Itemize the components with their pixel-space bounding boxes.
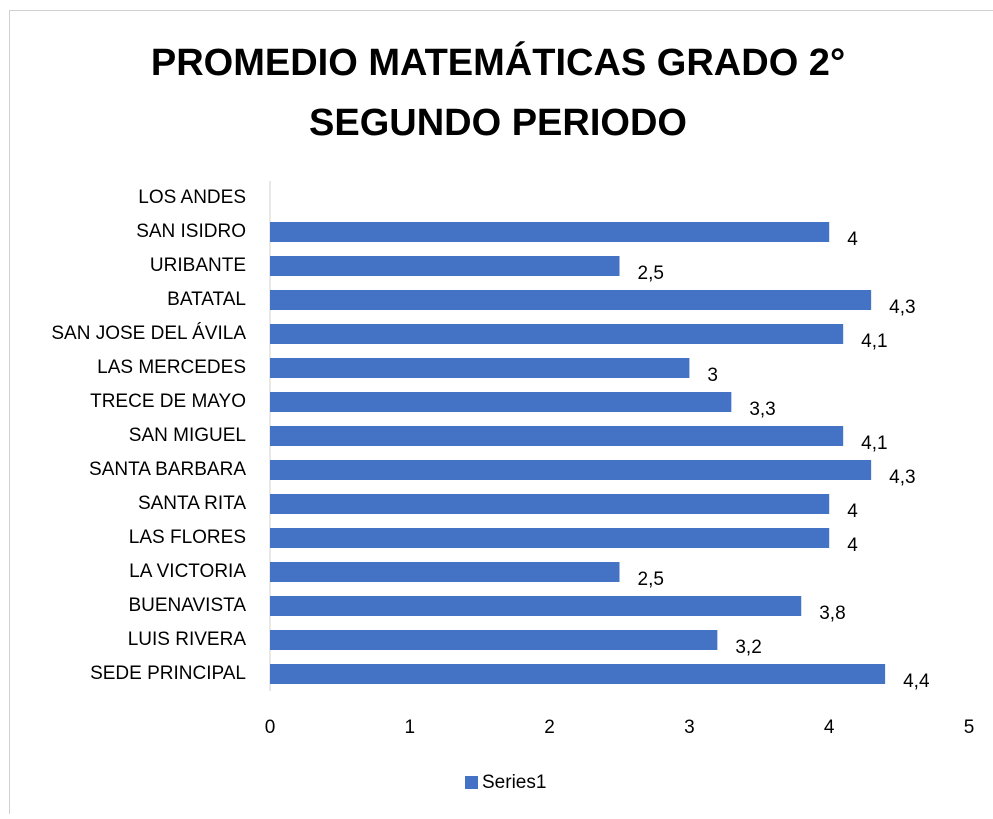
y-tick-label: URIBANTE bbox=[150, 255, 246, 276]
bar bbox=[270, 562, 620, 582]
data-label: 3,3 bbox=[749, 399, 775, 420]
y-tick-label: SAN ISIDRO bbox=[136, 221, 246, 242]
y-tick-label: LOS ANDES bbox=[138, 187, 246, 208]
y-tick-label: LAS FLORES bbox=[129, 527, 246, 548]
legend-label: Series1 bbox=[482, 772, 546, 793]
data-label: 4,3 bbox=[889, 297, 915, 318]
data-label: 2,5 bbox=[638, 263, 664, 284]
x-tick-label: 0 bbox=[265, 717, 276, 738]
bar bbox=[270, 494, 829, 514]
y-tick-label: SEDE PRINCIPAL bbox=[90, 663, 246, 684]
x-tick-label: 3 bbox=[684, 717, 695, 738]
y-tick-label: LA VICTORIA bbox=[129, 561, 246, 582]
bar bbox=[270, 460, 871, 480]
bar bbox=[270, 596, 801, 616]
bar bbox=[270, 358, 689, 378]
data-label: 3 bbox=[707, 365, 718, 386]
y-tick-label: TRECE DE MAYO bbox=[90, 391, 246, 412]
bar bbox=[270, 222, 829, 242]
bar bbox=[270, 290, 871, 310]
bar bbox=[270, 426, 843, 446]
data-label: 4,1 bbox=[861, 433, 887, 454]
data-label: 4,4 bbox=[903, 671, 930, 692]
y-tick-label: SAN JOSE DEL ÁVILA bbox=[51, 323, 246, 344]
x-tick-label: 2 bbox=[544, 717, 555, 738]
bar bbox=[270, 630, 717, 650]
x-tick-label: 1 bbox=[405, 717, 416, 738]
y-tick-label: LUIS RIVERA bbox=[128, 629, 247, 650]
y-tick-label: SAN MIGUEL bbox=[129, 425, 246, 446]
chart-title: PROMEDIO MATEMÁTICAS GRADO 2° bbox=[151, 40, 845, 84]
data-label: 3,2 bbox=[735, 637, 761, 658]
y-tick-label: SANTA BARBARA bbox=[89, 459, 246, 480]
data-label: 3,8 bbox=[819, 603, 845, 624]
data-label: 4 bbox=[847, 229, 858, 250]
y-tick-label: SANTA RITA bbox=[138, 493, 246, 514]
x-tick-label: 5 bbox=[964, 717, 975, 738]
chart-title: SEGUNDO PERIODO bbox=[309, 102, 687, 144]
x-tick-label: 4 bbox=[824, 717, 835, 738]
y-tick-label: BATATAL bbox=[167, 289, 246, 310]
data-label: 4 bbox=[847, 535, 858, 556]
data-label: 4,1 bbox=[861, 331, 887, 352]
data-label: 2,5 bbox=[638, 569, 664, 590]
bar bbox=[270, 664, 885, 684]
data-label: 4 bbox=[847, 501, 858, 522]
legend-swatch bbox=[465, 776, 478, 789]
bar bbox=[270, 528, 829, 548]
y-tick-label: BUENAVISTA bbox=[128, 595, 246, 616]
y-tick-label: LAS MERCEDES bbox=[97, 357, 246, 378]
bar bbox=[270, 256, 620, 276]
bar bbox=[270, 392, 731, 412]
bar bbox=[270, 324, 843, 344]
data-label: 4,3 bbox=[889, 467, 915, 488]
